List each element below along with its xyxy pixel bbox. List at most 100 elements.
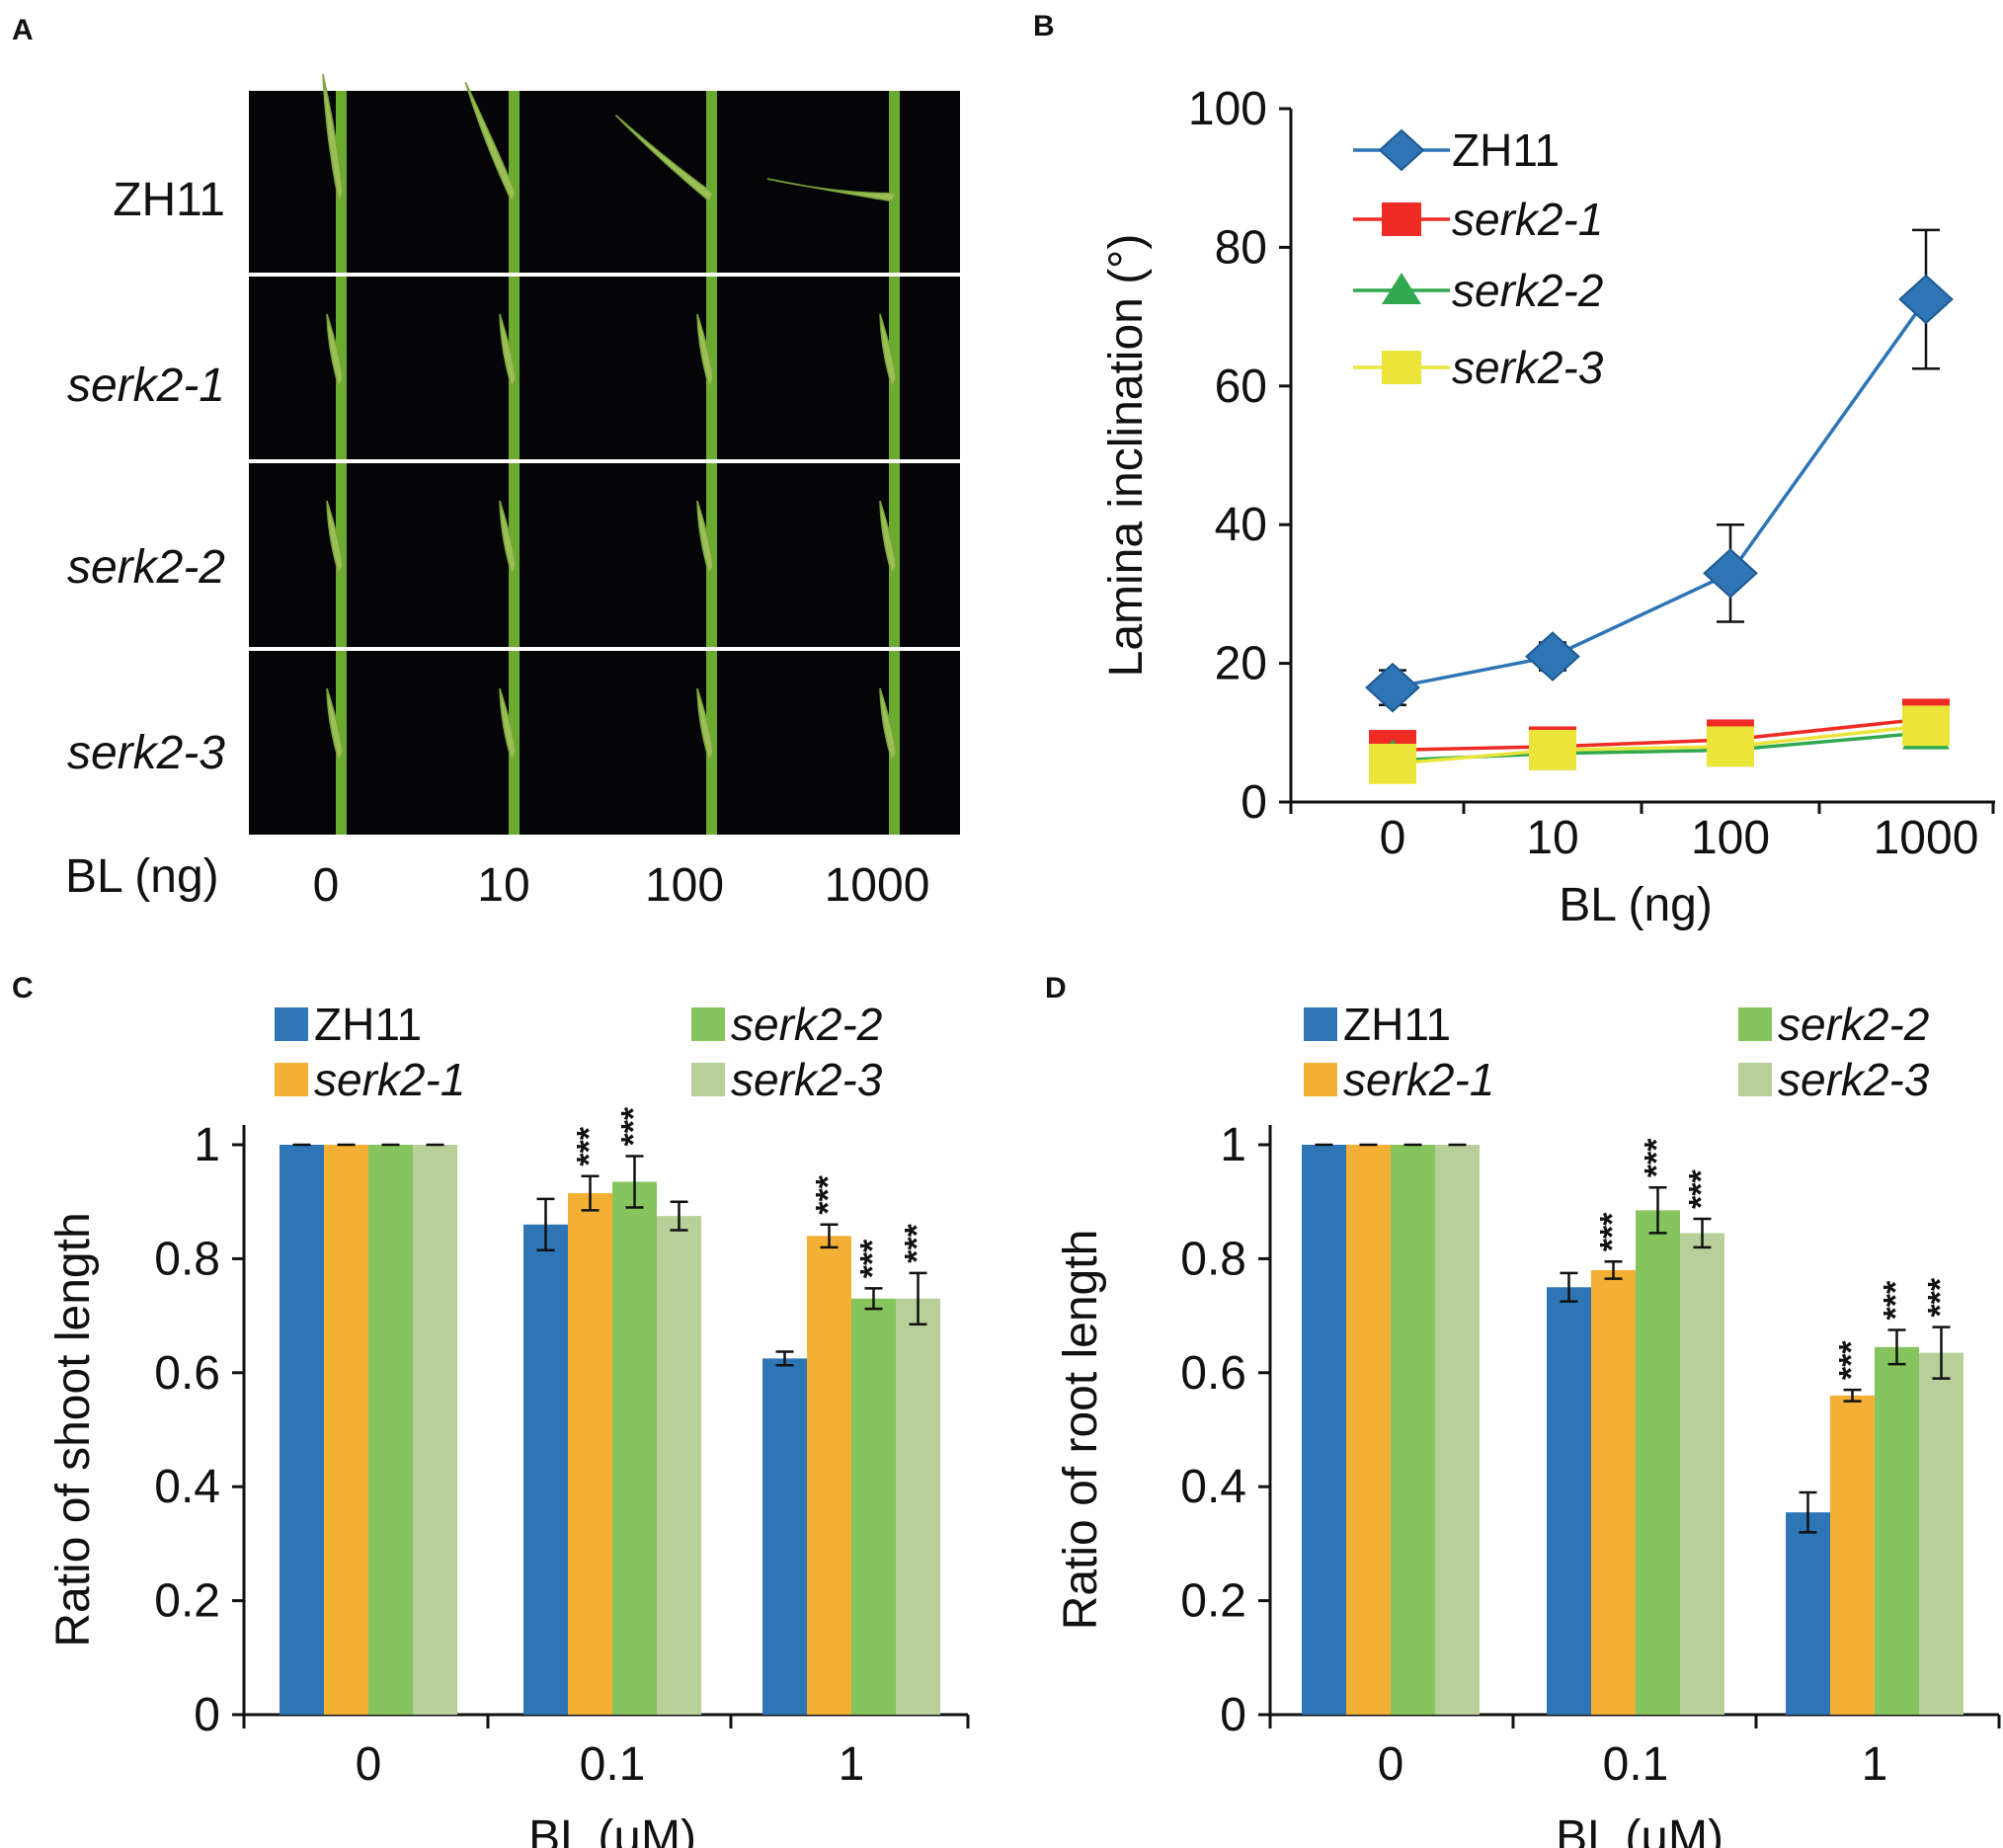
photo-x-label: BL (ng) — [65, 850, 219, 903]
significance-stars: *** — [810, 1174, 847, 1214]
plant-leaf — [766, 178, 898, 202]
y-tick-label: 0 — [1241, 776, 1267, 829]
plant-leaf — [499, 687, 517, 763]
plant-leaf — [499, 313, 517, 389]
bar-serk2-2 — [368, 1145, 413, 1715]
legend-label: serk2-1 — [1343, 1054, 1494, 1105]
y-tick-label: 0.2 — [1180, 1575, 1246, 1628]
bar-serk2-3 — [657, 1216, 701, 1715]
panel-letter-a: A — [12, 14, 34, 46]
legend-marker — [1378, 128, 1425, 172]
bar-serk2-2 — [851, 1298, 896, 1715]
legend-label: serk2-1 — [1452, 194, 1603, 245]
data-point-ZH11 — [1525, 631, 1580, 682]
bar-serk2-3 — [1919, 1352, 1963, 1715]
panel-letter-d: D — [1045, 972, 1067, 1004]
legend-label: serk2-1 — [314, 1054, 465, 1105]
significance-stars: *** — [1922, 1277, 1960, 1317]
bar-serk2-3 — [413, 1145, 457, 1715]
y-tick-label: 0.6 — [1180, 1347, 1246, 1400]
legend-swatch — [1304, 1007, 1337, 1041]
photo-row-label-serk2-1: serk2-1 — [67, 360, 225, 412]
photo-column-label: 10 — [477, 859, 529, 912]
photo-plants — [322, 73, 900, 835]
legend-label: serk2-2 — [731, 999, 882, 1050]
x-axis-title: BL (μM) — [1556, 1811, 1723, 1848]
data-point-serk2-3 — [1529, 729, 1576, 770]
plant-stem — [509, 91, 520, 275]
bar-ZH11 — [1786, 1512, 1830, 1715]
legend-label: serk2-2 — [1452, 265, 1603, 316]
x-tick-label: 1 — [1862, 1738, 1888, 1791]
significance-stars: *** — [1594, 1212, 1632, 1251]
x-tick-label: 10 — [1526, 812, 1578, 864]
legend-swatch — [1304, 1063, 1337, 1096]
plant-leaf — [879, 500, 897, 577]
bar-serk2-3 — [1435, 1145, 1480, 1715]
y-axis-title: Ratio of shoot length — [47, 1212, 100, 1647]
bar-serk2-2 — [1636, 1210, 1680, 1715]
bar-serk2-3 — [896, 1298, 940, 1715]
legend-swatch — [275, 1063, 308, 1096]
panel-letter-c: C — [12, 972, 34, 1004]
bar-serk2-1 — [1830, 1395, 1875, 1715]
panel-c-bar-chart: 0 0.2 0.4 0.6 0.8 1 0 0.1 1 BL (μM) Ratio of shoot… — [47, 999, 970, 1848]
bar-ZH11 — [523, 1224, 568, 1715]
data-point-serk2-3 — [1707, 726, 1754, 767]
bar-serk2-2 — [612, 1181, 657, 1715]
x-tick-label: 1 — [839, 1738, 865, 1791]
legend-label: ZH11 — [314, 999, 422, 1050]
x-axis-title: BL (μM) — [528, 1811, 696, 1848]
photo-row-label-serk2-3: serk2-3 — [67, 727, 225, 779]
y-tick-label: 0.8 — [1180, 1233, 1246, 1285]
y-tick-label: 60 — [1215, 361, 1267, 413]
plant-leaf — [879, 313, 897, 389]
data-point-ZH11 — [1365, 662, 1420, 713]
significance-stars: *** — [571, 1126, 608, 1165]
y-tick-label: 0 — [194, 1689, 220, 1741]
plant-stem — [706, 91, 717, 275]
legend-label: ZH11 — [1452, 124, 1560, 176]
bar-serk2-2 — [1875, 1346, 1919, 1715]
plant-stem — [889, 91, 900, 275]
significance-stars: *** — [1833, 1340, 1871, 1380]
series-line-serk2-3 — [1392, 724, 1927, 766]
significance-stars: *** — [899, 1223, 936, 1262]
y-tick-label: 1 — [194, 1119, 220, 1171]
x-tick-label: 0.1 — [580, 1738, 646, 1791]
data-point-serk2-3 — [1369, 743, 1416, 784]
x-axis-title: BL (ng) — [1559, 879, 1713, 931]
data-point-ZH11 — [1703, 547, 1758, 599]
photo-column-label: 0 — [313, 859, 340, 912]
photo-row-label-zh11: ZH11 — [113, 174, 225, 226]
photo-row-label-serk2-2: serk2-2 — [67, 541, 225, 594]
plant-leaf — [322, 73, 344, 203]
series-line-ZH11 — [1392, 298, 1928, 689]
photo-column-label: 100 — [645, 859, 724, 912]
bar-serk2-1 — [568, 1193, 612, 1715]
plant-leaf — [326, 500, 344, 577]
legend-label: serk2-3 — [1778, 1054, 1930, 1105]
y-tick-label: 0.8 — [154, 1233, 220, 1285]
y-tick-label: 0.4 — [1180, 1461, 1246, 1513]
legend-marker — [1382, 273, 1421, 304]
x-tick-label: 0 — [356, 1738, 382, 1791]
legend-swatch — [691, 1063, 725, 1096]
significance-stars: *** — [615, 1106, 653, 1146]
series-line-serk2-1 — [1392, 717, 1927, 753]
x-tick-label: 1000 — [1874, 812, 1979, 864]
legend-label: serk2-2 — [1778, 999, 1929, 1050]
bar-serk2-1 — [807, 1236, 851, 1715]
legend-label: ZH11 — [1343, 999, 1451, 1050]
bar-serk2-2 — [1391, 1145, 1435, 1715]
x-tick-label: 100 — [1691, 812, 1770, 864]
bar-serk2-1 — [1591, 1269, 1636, 1715]
bar-ZH11 — [1547, 1287, 1591, 1715]
y-tick-label: 80 — [1215, 221, 1267, 274]
x-tick-label: 0 — [1378, 1738, 1404, 1791]
legend-swatch — [275, 1007, 308, 1041]
y-tick-label: 1 — [1220, 1119, 1246, 1171]
y-tick-label: 20 — [1215, 638, 1267, 690]
